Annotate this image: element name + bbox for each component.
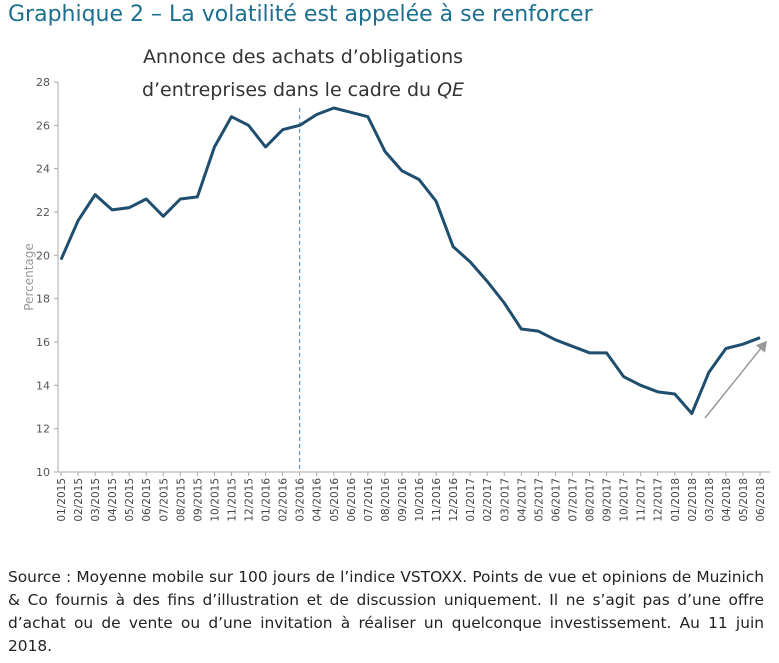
x-tick-label: 05/2017 xyxy=(533,478,545,522)
data-line xyxy=(59,106,761,415)
y-axis-label: Percentage xyxy=(22,243,36,311)
chart-title: Graphique 2 – La volatilité est appelée … xyxy=(8,2,593,27)
y-tick-label: 24 xyxy=(36,163,50,176)
x-tick-label: 08/2017 xyxy=(585,478,597,522)
x-tick-label: 01/2017 xyxy=(465,478,477,522)
x-tick-label: 08/2015 xyxy=(175,478,187,522)
x-tick-label: 04/2016 xyxy=(312,478,324,522)
x-tick-label: 01/2016 xyxy=(261,478,273,522)
y-tick-label: 28 xyxy=(36,76,50,89)
x-tick-label: 10/2016 xyxy=(414,478,426,522)
x-tick-label: 01/2018 xyxy=(670,478,682,522)
x-tick-label: 11/2015 xyxy=(226,478,238,522)
x-tick-label: 03/2018 xyxy=(704,478,716,522)
annotation: Annonce des achats d’obligations xyxy=(143,46,463,68)
annotation-italic: QE xyxy=(437,79,464,101)
annotation: d’entreprises dans le cadre du QE xyxy=(142,79,464,101)
y-tick-label: 12 xyxy=(36,423,50,436)
x-tick-label: 06/2016 xyxy=(346,478,358,522)
y-tick-label: 10 xyxy=(36,466,50,479)
x-tick-label: 07/2017 xyxy=(567,478,579,522)
x-tick-label: 12/2016 xyxy=(448,478,460,522)
x-tick-label: 01/2015 xyxy=(56,478,68,522)
x-tick-label: 07/2016 xyxy=(363,478,375,522)
y-tick-label: 18 xyxy=(36,293,50,306)
y-tick-label: 26 xyxy=(36,119,50,132)
x-tick-label: 12/2017 xyxy=(653,478,665,522)
x-tick-label: 09/2016 xyxy=(397,478,409,522)
x-tick-label: 06/2015 xyxy=(141,478,153,522)
x-tick-label: 06/2018 xyxy=(755,478,767,522)
x-tick-label: 02/2015 xyxy=(73,478,85,522)
x-tick-label: 05/2018 xyxy=(738,478,750,522)
x-tick-label: 09/2017 xyxy=(602,478,614,522)
y-tick-label: 22 xyxy=(36,206,50,219)
x-tick-label: 04/2015 xyxy=(107,478,119,522)
x-tick-label: 09/2015 xyxy=(192,478,204,522)
x-tick-label: 05/2015 xyxy=(124,478,136,522)
x-tick-label: 10/2017 xyxy=(619,478,631,522)
x-tick-label: 02/2017 xyxy=(482,478,494,522)
x-tick-label: 11/2016 xyxy=(431,478,443,522)
x-tick-label: 03/2017 xyxy=(499,478,511,522)
annotation-text: d’entreprises dans le cadre du xyxy=(142,79,437,101)
x-tick-label: 08/2016 xyxy=(380,478,392,522)
x-tick-label: 11/2017 xyxy=(636,478,648,522)
x-tick-label: 04/2017 xyxy=(516,478,528,522)
x-tick-label: 04/2018 xyxy=(721,478,733,522)
y-tick-label: 16 xyxy=(36,336,50,349)
x-tick-label: 10/2015 xyxy=(209,478,221,522)
x-tick-label: 07/2015 xyxy=(158,478,170,522)
x-tick-label: 03/2015 xyxy=(90,478,102,522)
chart: Annonce des achats d’obligations d’entre… xyxy=(22,46,770,522)
x-tick-label: 12/2015 xyxy=(244,478,256,522)
x-tick-label: 03/2016 xyxy=(295,478,307,522)
x-tick-label: 02/2018 xyxy=(687,478,699,522)
x-tick-label: 05/2016 xyxy=(329,478,341,522)
x-tick-label: 06/2017 xyxy=(550,478,562,522)
trend-arrow xyxy=(704,340,767,419)
source-note: Source : Moyenne mobile sur 100 jours de… xyxy=(8,568,764,655)
y-tick-label: 14 xyxy=(36,379,50,392)
y-tick-label: 20 xyxy=(36,249,50,262)
x-tick-label: 02/2016 xyxy=(278,478,290,522)
